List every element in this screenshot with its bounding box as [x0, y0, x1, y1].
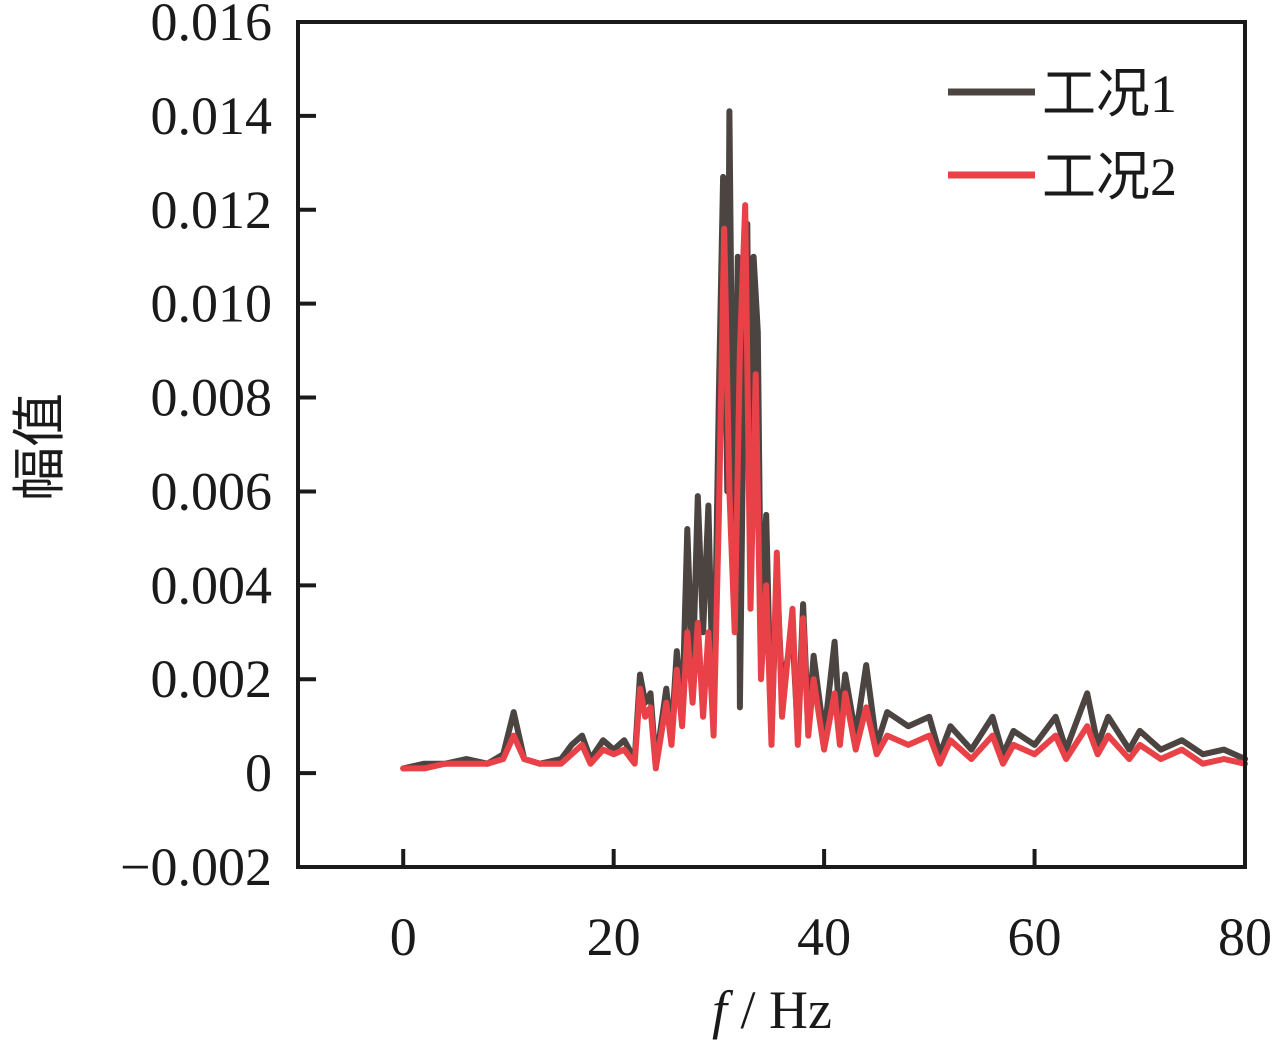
- y-tick-label: 0.012: [151, 180, 273, 240]
- legend: 工况1 工况2: [948, 64, 1177, 207]
- y-tick-label: 0.014: [151, 86, 273, 146]
- ticks-layer: 0 20 40 60 80 −0.002 0 0.002 0.004 0.006 0.008 0.01…: [120, 0, 1272, 967]
- y-tick-label: 0.016: [151, 0, 273, 52]
- legend-label-1: 工况1: [1042, 64, 1177, 124]
- y-axis-label: 幅值: [10, 393, 70, 501]
- x-axis-label: f / Hz: [712, 980, 832, 1040]
- x-tick-label: 80: [1218, 907, 1272, 967]
- x-tick-label: 60: [1008, 907, 1062, 967]
- series-layer: [400, 108, 1248, 772]
- plot-frame: [296, 20, 1247, 869]
- y-tick-label: −0.002: [120, 837, 272, 897]
- series-line-1: [400, 108, 1248, 772]
- y-tick-label: 0.004: [151, 555, 273, 615]
- legend-label-2: 工况2: [1042, 147, 1177, 207]
- y-tick-label: 0.010: [151, 274, 273, 334]
- series-line-2: [400, 202, 1248, 772]
- x-axis-label-unit: / Hz: [727, 980, 832, 1040]
- y-tick-label: 0.002: [151, 649, 273, 709]
- x-tick-label: 40: [797, 907, 851, 967]
- y-tick-label: 0: [245, 743, 272, 803]
- y-tick-label: 0.006: [151, 461, 273, 521]
- y-tick-label: 0.008: [151, 368, 273, 428]
- x-tick-label: 0: [390, 907, 417, 967]
- x-tick-label: 20: [587, 907, 641, 967]
